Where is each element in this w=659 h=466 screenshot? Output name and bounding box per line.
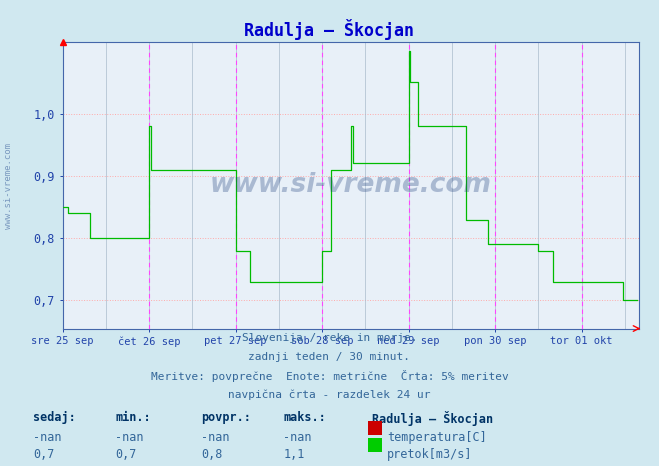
Text: Slovenija / reke in morje.: Slovenija / reke in morje. bbox=[242, 333, 417, 343]
Text: 0,7: 0,7 bbox=[33, 448, 54, 461]
Text: -nan: -nan bbox=[201, 431, 229, 444]
Text: min.:: min.: bbox=[115, 411, 151, 424]
Text: pretok[m3/s]: pretok[m3/s] bbox=[387, 448, 473, 461]
Text: navpična črta - razdelek 24 ur: navpična črta - razdelek 24 ur bbox=[228, 389, 431, 400]
Text: 1,1: 1,1 bbox=[283, 448, 304, 461]
Text: Meritve: povprečne  Enote: metrične  Črta: 5% meritev: Meritve: povprečne Enote: metrične Črta:… bbox=[151, 370, 508, 383]
Text: www.si-vreme.com: www.si-vreme.com bbox=[4, 144, 13, 229]
Text: -nan: -nan bbox=[115, 431, 144, 444]
Text: zadnji teden / 30 minut.: zadnji teden / 30 minut. bbox=[248, 352, 411, 362]
Text: povpr.:: povpr.: bbox=[201, 411, 251, 424]
Text: -nan: -nan bbox=[283, 431, 312, 444]
Text: sedaj:: sedaj: bbox=[33, 411, 76, 424]
Text: Radulja – Škocjan: Radulja – Škocjan bbox=[372, 411, 494, 426]
Text: 0,8: 0,8 bbox=[201, 448, 222, 461]
Text: temperatura[C]: temperatura[C] bbox=[387, 431, 486, 444]
Text: maks.:: maks.: bbox=[283, 411, 326, 424]
Text: 0,7: 0,7 bbox=[115, 448, 136, 461]
Text: Radulja – Škocjan: Radulja – Škocjan bbox=[244, 19, 415, 40]
Text: www.si-vreme.com: www.si-vreme.com bbox=[210, 172, 492, 198]
Text: -nan: -nan bbox=[33, 431, 61, 444]
